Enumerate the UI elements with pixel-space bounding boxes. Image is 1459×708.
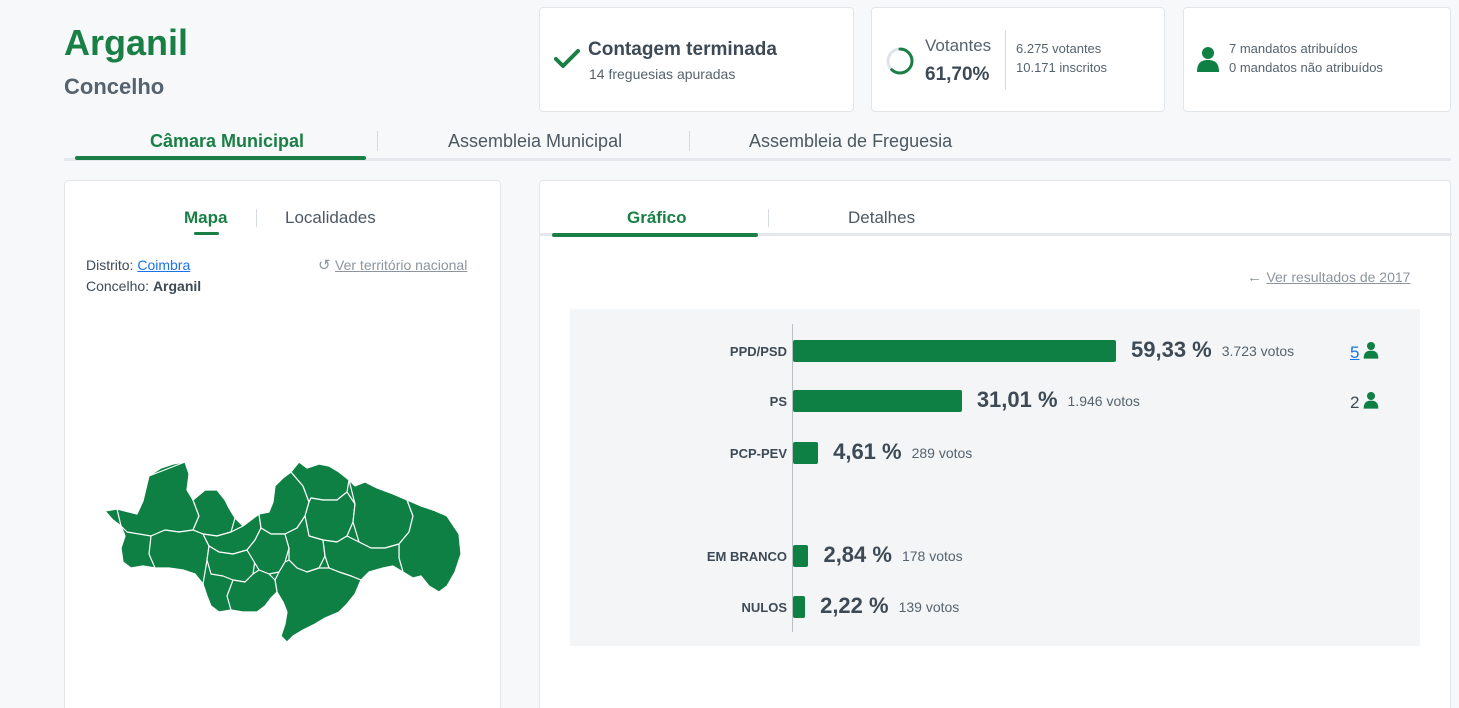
results-chart (570, 309, 1420, 646)
turnout-card: Votantes 61,70% 6.275 votantes 10.171 in… (871, 7, 1165, 112)
tab-localidades[interactable]: Localidades (285, 208, 376, 227)
registered-count: 10.171 inscritos (1016, 60, 1108, 75)
map-tab-indicator (194, 232, 219, 235)
national-territory-link[interactable]: Ver território nacional (335, 257, 468, 273)
turnout-label: Votantes (925, 36, 992, 55)
turnout-percent: 61,70% (925, 64, 990, 85)
district-row: Distrito: Coimbra (86, 257, 190, 273)
count-status-subtitle: 14 freguesias apuradas (589, 66, 736, 82)
tab-camara-municipal[interactable]: Câmara Municipal (150, 131, 305, 151)
tab-detalhes[interactable]: Detalhes (848, 208, 916, 227)
arrow-left-icon: ← (1247, 269, 1262, 286)
county-row: Concelho: Arganil (86, 278, 201, 294)
chart-axis (792, 324, 793, 632)
count-status-card: Contagem terminada 14 freguesias apurada… (539, 7, 854, 112)
election-body-tabs: Câmara Municipal Assembleia Municipal As… (64, 125, 1451, 161)
county-map[interactable] (103, 456, 465, 646)
undo-icon: ↺ (318, 257, 331, 274)
mandates-unassigned: 0 mandatos não atribuídos (1229, 60, 1383, 75)
municipality-type: Concelho (64, 74, 165, 99)
previous-results-link-wrap[interactable]: ← Ver resultados de 2017 (1247, 269, 1410, 287)
checkmark-icon (554, 49, 580, 68)
county-label: Concelho: (86, 278, 150, 294)
mandates-card: 7 mandatos atribuídos 0 mandatos não atr… (1183, 7, 1451, 112)
voters-count: 6.275 votantes (1016, 41, 1102, 56)
person-icon (1197, 47, 1219, 72)
district-link[interactable]: Coimbra (137, 257, 191, 273)
tab-assembleia-municipal[interactable]: Assembleia Municipal (448, 131, 623, 151)
count-status-title: Contagem terminada (588, 39, 777, 60)
county-value: Arganil (152, 278, 202, 294)
tab-assembleia-freguesia[interactable]: Assembleia de Freguesia (749, 131, 953, 151)
mandates-assigned: 7 mandatos atribuídos (1229, 41, 1358, 56)
district-label: Distrito: (86, 257, 134, 273)
municipality-name: Arganil (64, 22, 189, 63)
tab-mapa[interactable]: Mapa (184, 208, 228, 227)
map-panel: Mapa Localidades Distrito: Coimbra Conce… (64, 180, 501, 708)
national-territory-link-wrap[interactable]: ↺ Ver território nacional (318, 256, 467, 275)
chart-tab-indicator (552, 233, 758, 237)
turnout-ring-icon (886, 47, 914, 75)
active-tab-indicator (75, 156, 366, 160)
previous-results-link[interactable]: Ver resultados de 2017 (1266, 269, 1411, 285)
tab-grafico[interactable]: Gráfico (627, 208, 687, 227)
